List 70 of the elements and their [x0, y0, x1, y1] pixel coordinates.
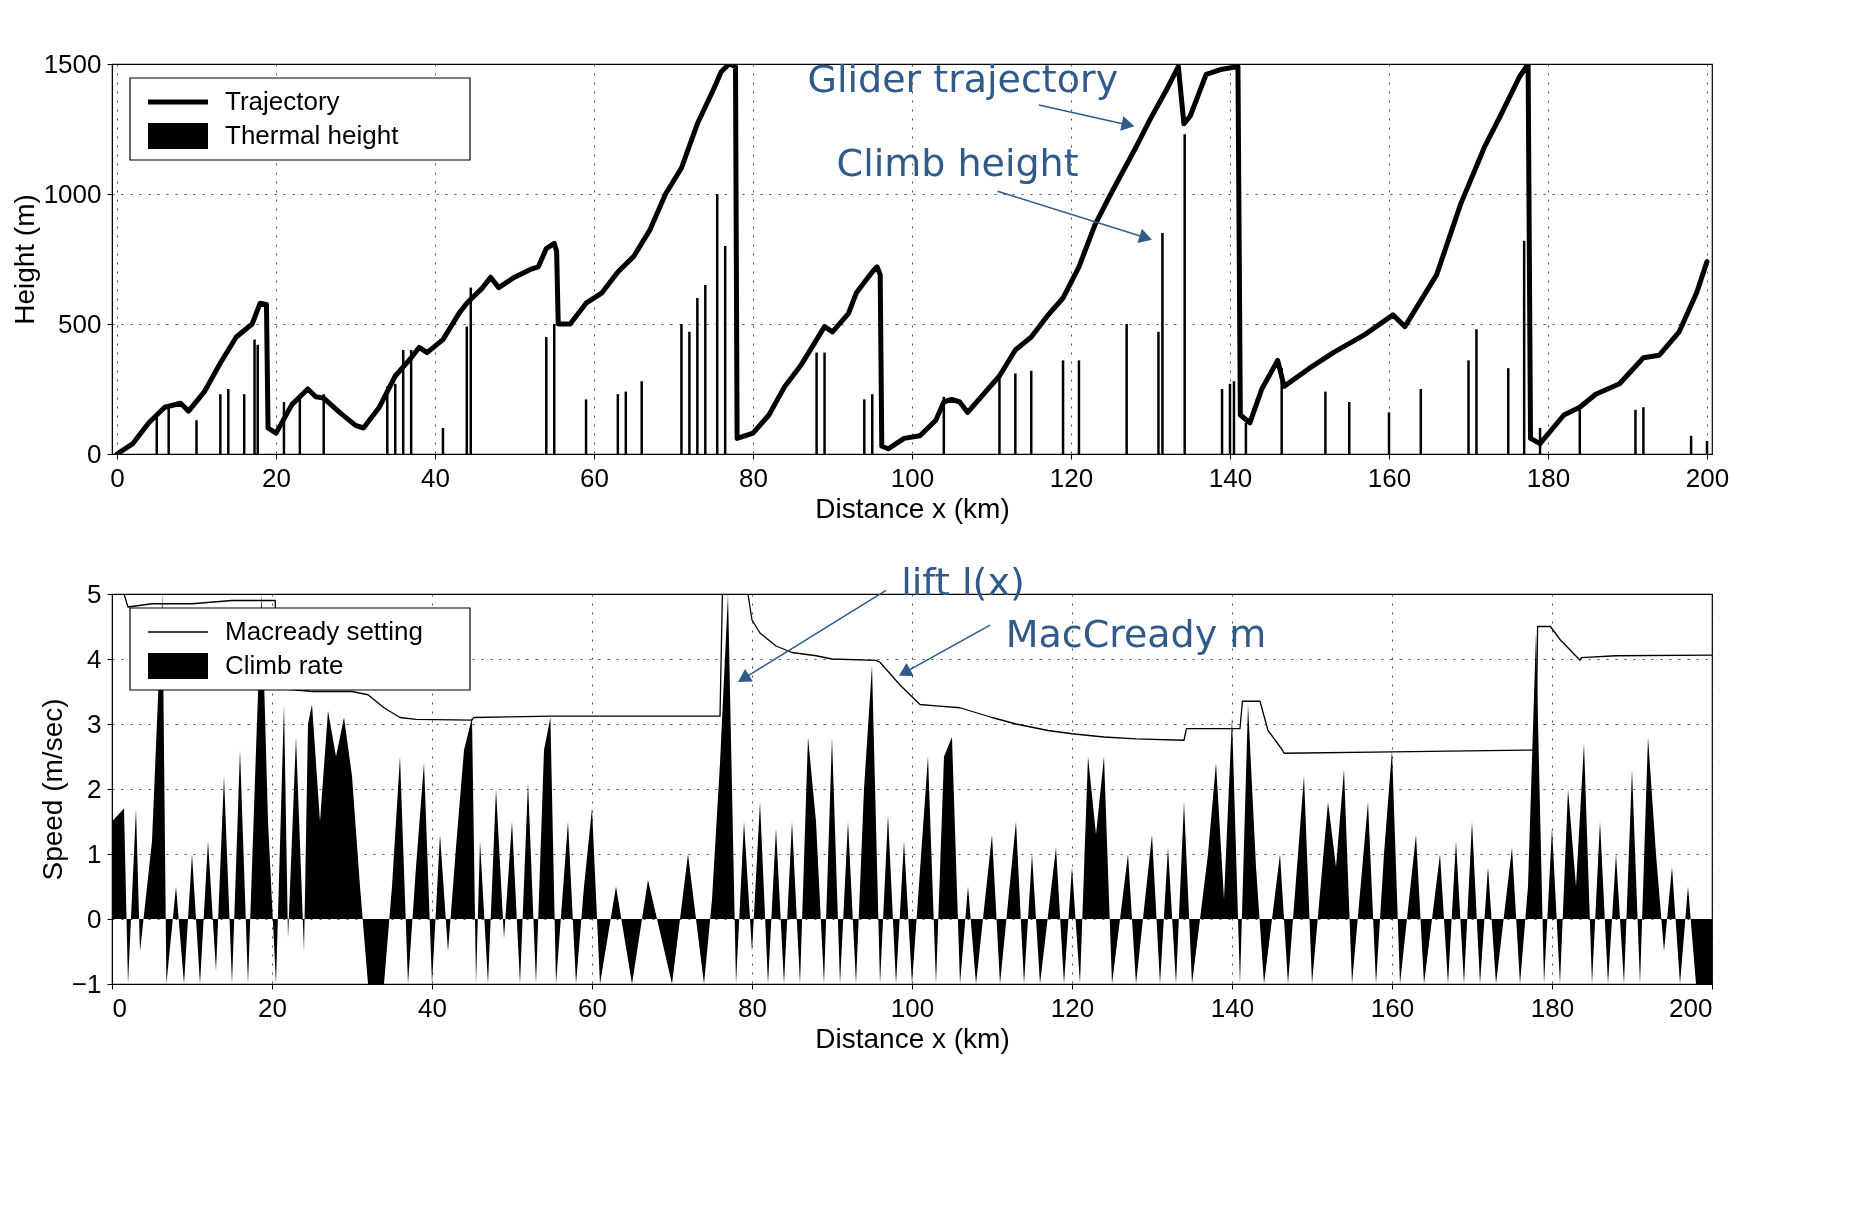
- x-tick-label: 200: [1669, 992, 1713, 1023]
- bar: [1183, 134, 1186, 454]
- x-tick-label: 140: [1210, 992, 1255, 1023]
- y-tick-label: 4: [87, 643, 102, 674]
- x-tick-label: 60: [580, 462, 609, 493]
- bar: [680, 324, 683, 454]
- x-tick-label: 160: [1370, 992, 1415, 1023]
- bar: [256, 344, 259, 454]
- x-axis-title: Distance x (km): [815, 492, 1010, 524]
- x-tick-label: 120: [1049, 462, 1094, 493]
- y-tick-label: 1500: [43, 48, 102, 79]
- bar: [195, 420, 198, 454]
- x-tick-label: 200: [1685, 462, 1730, 493]
- y-tick-label: 1000: [43, 178, 102, 209]
- bar: [219, 394, 222, 454]
- bar: [1324, 391, 1327, 454]
- bar: [227, 389, 230, 454]
- y-tick-label: 5: [87, 578, 102, 609]
- x-tick-label: 180: [1526, 462, 1571, 493]
- bar: [1125, 324, 1128, 454]
- x-tick-label: 0: [112, 992, 127, 1023]
- bar: [1014, 373, 1017, 454]
- bar: [871, 394, 874, 454]
- annotation: lift l(x): [901, 560, 1025, 605]
- y-tick-label: 1: [87, 838, 102, 869]
- bar: [545, 337, 548, 454]
- bar: [823, 352, 826, 454]
- x-tick-label: 40: [421, 462, 450, 493]
- x-tick-label: 60: [578, 992, 607, 1023]
- y-tick-label: 3: [87, 708, 102, 739]
- bar: [640, 381, 643, 454]
- x-tick-label: 40: [418, 992, 447, 1023]
- x-tick-label: 80: [738, 992, 767, 1023]
- annotation: Glider trajectory: [807, 57, 1119, 102]
- legend-label: Trajectory: [225, 86, 340, 116]
- x-tick-label: 0: [110, 462, 125, 493]
- legend-label: Macready setting: [225, 616, 423, 646]
- y-axis-title: Height (m): [8, 194, 40, 325]
- bar: [1348, 402, 1351, 454]
- x-tick-label: 180: [1530, 992, 1575, 1023]
- x-tick-label: 80: [739, 462, 768, 493]
- legend-label: Climb rate: [225, 650, 344, 680]
- bar: [1634, 409, 1637, 454]
- x-tick-label: 120: [1050, 992, 1095, 1023]
- y-tick-label: 0: [87, 438, 102, 469]
- x-tick-label: 20: [262, 462, 291, 493]
- bar: [1030, 370, 1033, 454]
- x-tick-label: 140: [1208, 462, 1253, 493]
- annotation: Climb height: [836, 141, 1079, 186]
- bar: [863, 399, 866, 454]
- y-tick-label: 0: [87, 903, 102, 934]
- y-tick-label: 2: [87, 773, 102, 804]
- x-tick-label: 20: [258, 992, 287, 1023]
- x-tick-label: 160: [1367, 462, 1412, 493]
- x-tick-label: 100: [890, 992, 935, 1023]
- annotation: MacCready m: [1005, 612, 1267, 657]
- legend-label: Thermal height: [225, 120, 400, 150]
- y-tick-label: −1: [71, 968, 102, 999]
- x-tick-label: 100: [890, 462, 935, 493]
- bar: [1467, 360, 1470, 454]
- bar: [815, 352, 818, 454]
- x-axis-title: Distance x (km): [815, 1022, 1010, 1054]
- bar: [1507, 368, 1510, 454]
- y-tick-label: 500: [58, 308, 102, 339]
- bar: [688, 331, 691, 454]
- bar: [1642, 407, 1645, 454]
- y-axis-title: Speed (m/sec): [36, 698, 68, 881]
- bar: [253, 339, 256, 454]
- bar: [1475, 329, 1478, 454]
- bar: [1161, 233, 1164, 454]
